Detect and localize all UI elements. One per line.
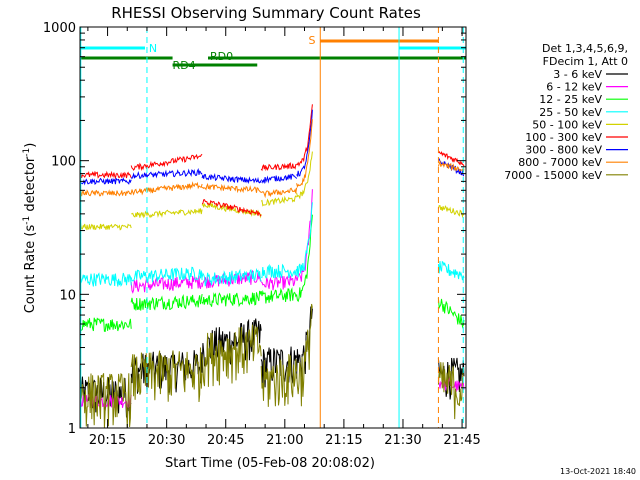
series-line [130,275,203,294]
series-line [130,350,203,394]
series-line [131,207,203,219]
series-line [130,294,203,311]
series-line [79,317,132,333]
series-line [260,187,298,199]
series-line [260,274,298,291]
series-line [130,347,203,403]
series-line [260,354,298,407]
event-markers [80,27,464,428]
flag-label-rd4: RD4 [173,59,196,72]
series-line [260,173,298,185]
y-tick-label: 1000 [43,21,76,36]
series-line [296,303,313,407]
series-line [201,182,262,194]
x-tick-label: 20:45 [207,433,244,448]
series-line [79,222,132,231]
x-tick-label: 21:30 [384,433,421,448]
plot-data [79,104,465,429]
series-line [437,298,465,329]
plot-frame [79,26,467,429]
flag-label-s: S [308,34,315,47]
x-tick-label: 20:30 [148,433,185,448]
series-line [296,109,313,178]
axes: 1 10 100 1000 20:15 20:30 20:45 21:00 21:15 21:30… [43,21,481,448]
series-line [296,151,313,200]
series-line [79,189,132,197]
series-line [79,372,132,429]
legend-entry-label: 50 - 100 keV [532,118,602,131]
y-tick-label: 10 [59,288,76,303]
series-line [437,159,465,173]
series-line [260,195,298,207]
flag-label-n: N [149,42,157,55]
series-line [437,205,465,219]
y-axis-label: Count Rate (s-1 detector-1) [22,143,38,314]
x-axis-label: Start Time (05-Feb-08 20:08:02) [165,456,375,471]
legend-header: FDecim 1, Att 0 [543,55,628,68]
x-tick-label: 21:45 [443,433,480,448]
series-line [261,263,298,279]
chart-title: RHESSI Observing Summary Count Rates [111,4,421,22]
series-line [437,362,465,420]
series-line [296,214,313,303]
series-line [201,324,262,387]
series-line [79,177,132,186]
legend-entry-label: 3 - 6 keV [553,68,602,81]
x-tick-label: 21:15 [325,433,362,448]
series-line [437,260,465,281]
x-tick-label: 21:00 [266,433,303,448]
legend-entry-label: 300 - 800 keV [525,144,602,157]
legend-entry-label: 800 - 7000 keV [518,156,602,169]
series-line [201,201,262,219]
x-tick-label: 20:15 [89,433,126,448]
series-line [260,346,298,388]
series-line [130,153,203,172]
series-line [201,290,262,308]
series-line [296,202,313,278]
series-line [437,150,465,167]
legend-entry-label: 7000 - 15000 keV [504,169,602,182]
legend: Det 1,3,4,5,6,9,FDecim 1, Att 03 - 6 keV… [504,42,628,182]
series-line [260,286,298,304]
y-tick-label: 100 [51,155,76,170]
series-line [260,162,297,172]
legend-header: Det 1,3,4,5,6,9, [542,42,628,55]
flag-label-rd0: RD0 [210,50,233,63]
series-line [201,173,262,185]
series-line [201,267,262,287]
timestamp-footer: 13-Oct-2021 18:40 [560,467,636,476]
flag-bars: N S RD0 RD4 [80,34,466,72]
series-line [130,168,203,180]
legend-entry-label: 25 - 50 keV [539,106,602,119]
series-line [201,199,262,217]
series-line [296,119,313,189]
legend-entry-label: 6 - 12 keV [546,81,602,94]
y-tick-label: 1 [68,422,76,437]
series-line [79,272,132,287]
series-line [296,104,313,167]
series-line [79,170,132,180]
series-line [130,266,203,283]
legend-entry-label: 100 - 300 keV [525,131,602,144]
legend-entry-label: 12 - 25 keV [539,93,602,106]
series-line [130,181,203,196]
